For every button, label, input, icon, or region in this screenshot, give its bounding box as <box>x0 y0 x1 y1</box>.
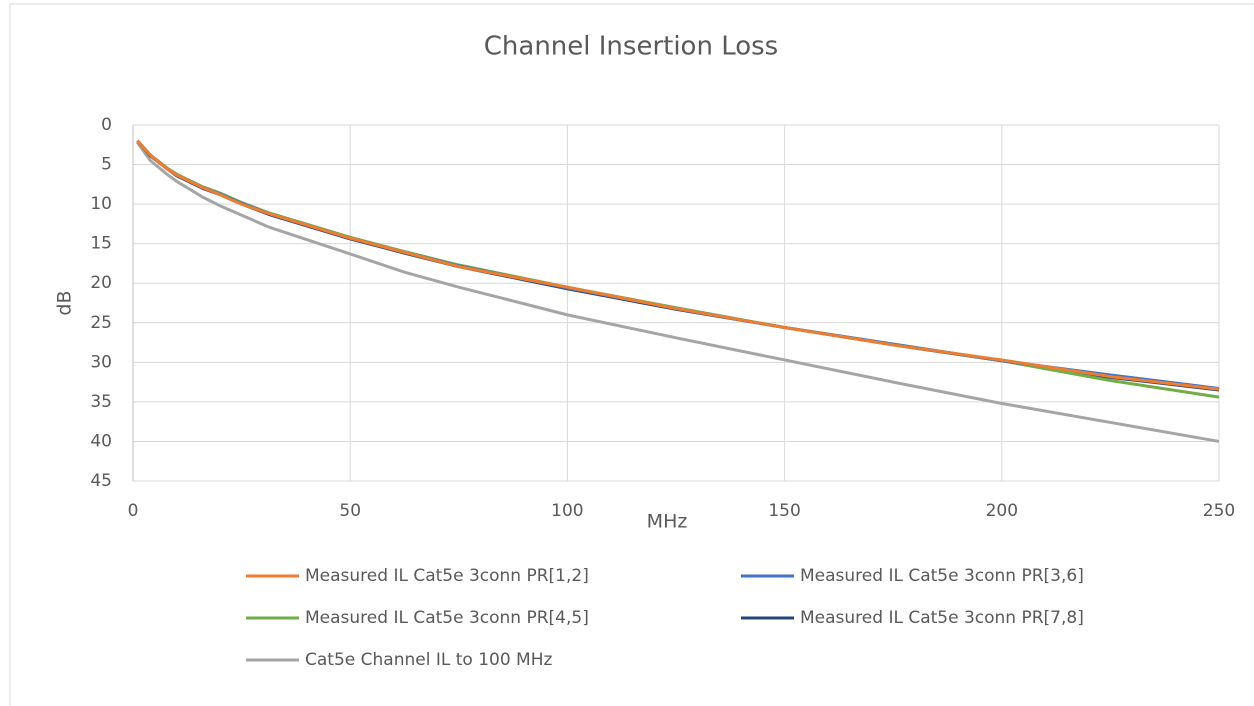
chart-border <box>9 3 1254 706</box>
y-tick-label: 0 <box>101 115 112 135</box>
legend-label: Measured IL Cat5e 3conn PR[4,5] <box>305 608 589 628</box>
y-tick-label: 5 <box>101 155 112 175</box>
y-tick-label: 10 <box>90 194 112 214</box>
x-tick-label: 0 <box>128 501 139 521</box>
y-tick-label: 25 <box>90 313 112 333</box>
legend-label: Measured IL Cat5e 3conn PR[1,2] <box>305 566 589 586</box>
y-tick-label: 30 <box>90 352 112 372</box>
x-tick-label: 250 <box>1203 501 1235 521</box>
x-tick-label: 50 <box>339 501 361 521</box>
x-tick-label: 150 <box>768 501 800 521</box>
y-tick-label: 40 <box>90 431 112 451</box>
x-tick-label: 200 <box>986 501 1018 521</box>
y-axis-label: dB <box>54 290 76 315</box>
y-tick-label: 15 <box>90 234 112 254</box>
y-tick-label: 35 <box>90 392 112 412</box>
y-tick-label: 45 <box>90 471 112 491</box>
legend-label: Measured IL Cat5e 3conn PR[3,6] <box>800 566 1084 586</box>
chart-title: Channel Insertion Loss <box>484 32 778 62</box>
y-tick-label: 20 <box>90 273 112 293</box>
x-axis-label: MHz <box>647 511 688 533</box>
legend-label: Measured IL Cat5e 3conn PR[7,8] <box>800 608 1084 628</box>
legend-label: Cat5e Channel IL to 100 MHz <box>305 650 552 670</box>
x-tick-label: 100 <box>551 501 583 521</box>
series-line <box>136 139 1220 391</box>
series-line <box>136 141 1220 443</box>
